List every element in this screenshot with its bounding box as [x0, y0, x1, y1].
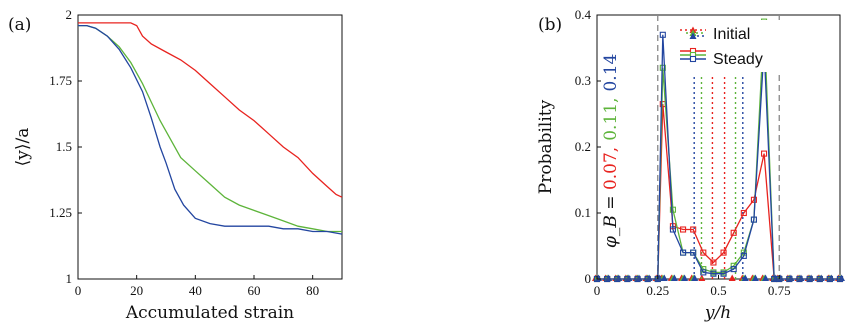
panel-a-xlabel: Accumulated strain — [125, 303, 294, 323]
legend-steady-label: Steady — [713, 51, 763, 68]
steady-marker — [614, 275, 621, 283]
steady-marker — [730, 266, 737, 273]
steady-marker — [740, 252, 747, 259]
steady-marker — [720, 249, 727, 256]
panel-b-label: (b) — [538, 15, 562, 35]
steady-marker — [634, 275, 641, 283]
steady-marker — [700, 269, 707, 276]
y-tick-label: 1.25 — [49, 205, 72, 220]
steady-marker — [786, 275, 793, 283]
y-tick-label: 1.5 — [56, 139, 72, 154]
steady-marker — [700, 249, 707, 256]
panel-a-label: (a) — [8, 15, 31, 35]
initial-marker — [670, 274, 678, 281]
panel-b-xlabel: y/h — [704, 303, 731, 323]
steady-marker — [740, 209, 747, 217]
legend-steady-marker — [689, 55, 697, 63]
steady-marker — [690, 226, 697, 233]
panel-b: (b) 0 0.25 0.5 0.75 0 0.1 0.2 0.3 0.4 φ_B = 0.0… — [536, 7, 845, 323]
phi-value-red: 0.07, — [601, 147, 621, 190]
steady-marker — [806, 275, 813, 283]
y-tick-label: 1 — [66, 271, 73, 286]
legend-initial-label: Initial — [713, 26, 750, 43]
steady-marker — [710, 259, 717, 266]
series-line-1 — [78, 24, 342, 233]
x-tick-label: 0 — [594, 283, 601, 298]
initial-marker — [751, 274, 759, 281]
steady-marker — [826, 275, 833, 283]
initial-marker — [728, 274, 736, 281]
steady-marker — [836, 275, 844, 283]
initial-marker — [660, 274, 668, 281]
y-tick-label: 0 — [585, 271, 592, 286]
x-tick-label: 60 — [248, 283, 261, 298]
series-line-2 — [78, 24, 343, 235]
phi-value-green: 0.11, — [601, 98, 621, 141]
y-tick-label: 0.1 — [575, 205, 591, 220]
x-tick-label: 0.25 — [646, 283, 669, 298]
y-tick-label: 0.2 — [575, 139, 591, 154]
steady-marker — [750, 196, 757, 203]
initial-marker — [741, 274, 749, 281]
panel-a-ylabel: ⟨y⟩/a — [13, 128, 33, 167]
phi-value-blue: 0.14 — [601, 54, 621, 92]
x-tick-label: 80 — [306, 283, 319, 298]
steady-marker — [761, 150, 768, 157]
steady-marker — [669, 226, 676, 233]
steady-marker — [680, 249, 687, 256]
series-line-0 — [78, 22, 343, 198]
steady-marker — [604, 275, 611, 283]
steady-marker — [710, 270, 717, 277]
steady-marker — [659, 31, 666, 38]
steady-marker — [644, 275, 651, 283]
initial-marker — [681, 274, 689, 281]
y-tick-label: 1.75 — [49, 73, 72, 88]
steady-marker — [669, 206, 676, 213]
steady-marker — [816, 275, 823, 283]
panel-a: (a) 0 20 40 60 80 1 1.25 1.5 1.75 2 Accumulated … — [8, 7, 343, 323]
legend-initial-marker — [689, 32, 697, 39]
x-tick-label: 40 — [189, 283, 202, 298]
steady-marker — [796, 275, 803, 283]
x-tick-label: 0 — [75, 283, 82, 298]
initial-marker — [691, 274, 699, 281]
y-tick-label: 0.3 — [575, 73, 591, 88]
x-tick-label: 0.75 — [768, 283, 791, 298]
panel-a-frame — [77, 14, 343, 280]
x-tick-label: 20 — [130, 283, 143, 298]
phi-annotation: φ_B = 0.07, 0.11, 0.14 — [601, 54, 621, 248]
steady-marker — [750, 216, 757, 223]
x-tick-label: 0.5 — [710, 283, 726, 298]
y-tick-label: 0.4 — [575, 7, 592, 22]
steady-line-0 — [597, 104, 840, 280]
initial-marker — [762, 274, 770, 281]
steady-marker — [680, 226, 687, 233]
y-tick-label: 2 — [66, 7, 73, 22]
steady-marker — [690, 249, 697, 256]
steady-marker — [720, 270, 727, 277]
panel-b-ylabel: Probability — [536, 99, 556, 194]
steady-line-2 — [597, 34, 840, 280]
panel-b-legend: Initial Steady — [676, 20, 786, 72]
phi-prefix: φ_B = — [601, 190, 621, 248]
steady-marker — [730, 229, 737, 236]
steady-marker — [624, 275, 631, 283]
